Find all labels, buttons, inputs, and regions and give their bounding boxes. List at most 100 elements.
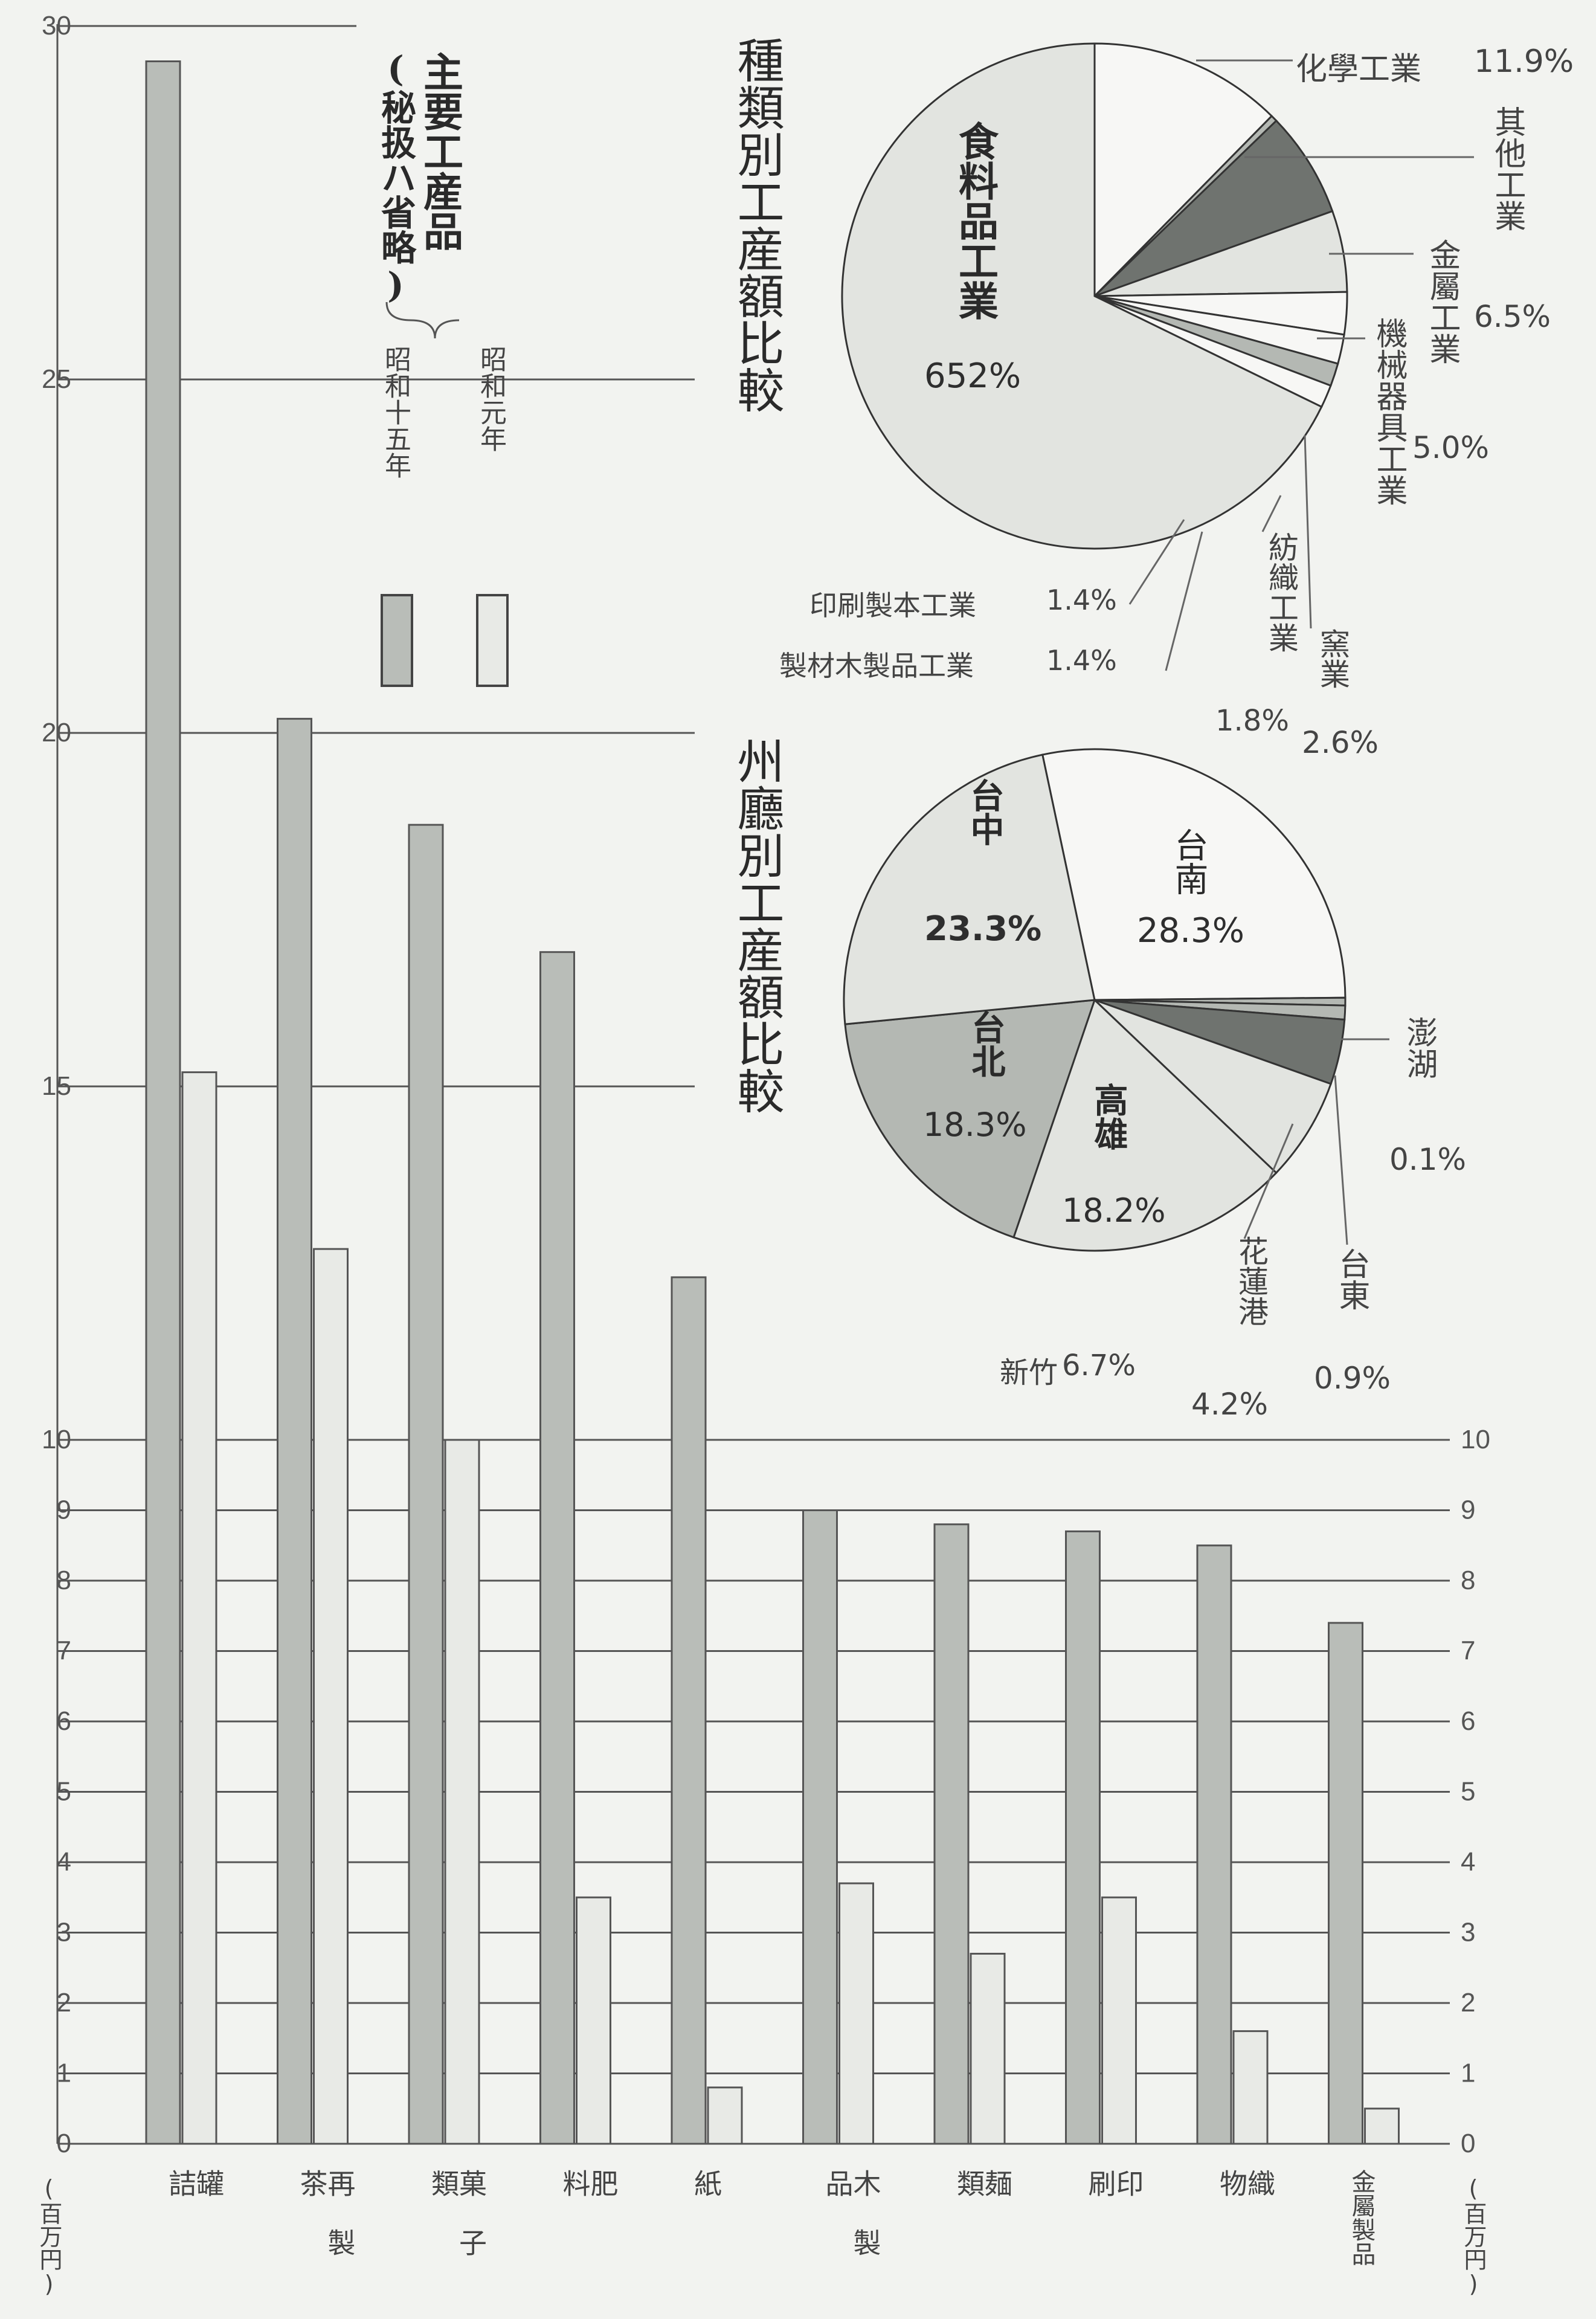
ytick-left-25: 25 — [42, 364, 71, 394]
pie2-value-taipei: 18.3% — [923, 1106, 1027, 1144]
ytick-left-1: 1 — [57, 2059, 71, 2088]
legend-swatch-1940 — [382, 595, 412, 686]
pie2-value-tainan: 28.3% — [1137, 911, 1244, 950]
legend-label-1940: 昭和十五年 — [382, 346, 408, 479]
category-label-罐詰: 罐詰 — [167, 2169, 222, 2319]
pie1-value-food: 652% — [924, 356, 1021, 396]
category-label-織物: 織物 — [1218, 2169, 1273, 2319]
ytick-right-9: 9 — [1461, 1495, 1475, 1525]
bar-印刷-昭和元年 — [1102, 1897, 1136, 2144]
pie2-value-taito: 0.9% — [1314, 1361, 1391, 1396]
unit-right: (百万円) — [1462, 2175, 1485, 2297]
leader-ceramic — [1305, 435, 1311, 628]
pie1-label-food: 食料品工業 — [947, 121, 1005, 320]
category-label-紙: 紙 — [692, 2169, 720, 2263]
ytick-left-0: 0 — [57, 2129, 71, 2158]
bar-木製品-昭和十五年 — [803, 1511, 837, 2144]
ytick-right-5: 5 — [1461, 1777, 1475, 1807]
pie1-label-other: 其他工業 — [1485, 106, 1530, 231]
category-label-金屬製品: 金屬製品 — [1350, 2169, 1374, 2266]
category-label-麺類: 麺類 — [955, 2169, 1011, 2319]
category-label-肥料: 肥料 — [561, 2169, 617, 2319]
pie2-label-tainan: 台南 — [1164, 828, 1213, 895]
category-label-木製品: 木製品 — [824, 2169, 880, 2319]
bar-罐詰-昭和十五年 — [146, 62, 180, 2144]
ytick-left-2: 2 — [57, 1988, 71, 2017]
pie1-value-wood: 1.4% — [1046, 644, 1117, 677]
ytick-left-15: 15 — [42, 1071, 71, 1101]
legend-label-1926: 昭和元年 — [477, 346, 504, 452]
pie2-label-hoko: 澎湖 — [1397, 1016, 1442, 1079]
pie2-value-hoko: 0.1% — [1389, 1142, 1466, 1177]
pie1-value-print: 1.4% — [1046, 584, 1117, 616]
pie2-label-karenko: 花蓮港 — [1229, 1236, 1273, 1326]
pie1-label-machine: 機械器具工業 — [1366, 317, 1412, 506]
legend-brace — [387, 302, 459, 338]
pie2-label-taito: 台東 — [1329, 1248, 1374, 1311]
ytick-left-9: 9 — [57, 1495, 71, 1525]
ytick-right-8: 8 — [1461, 1566, 1475, 1595]
ytick-left-8: 8 — [57, 1566, 71, 1595]
leader-textile — [1263, 495, 1281, 532]
bar-再製茶-昭和十五年 — [278, 719, 312, 2144]
pie1-value-metal: 6.5% — [1474, 299, 1551, 334]
bar-菓子類-昭和十五年 — [409, 825, 443, 2144]
pie1-label-wood: 製材木製品工業 — [779, 644, 974, 684]
pie2-value-taichung: 23.3% — [924, 909, 1041, 949]
pie1-label-metal: 金屬工業 — [1420, 239, 1465, 364]
leader-taito — [1335, 1076, 1347, 1245]
bar-chart-note: (秘扱ハ省略) — [378, 48, 413, 306]
pie2-label-kaohsiung: 高雄 — [1084, 1083, 1133, 1150]
pie2-label-shinchiku: 新竹 — [1000, 1349, 1058, 1391]
pie1-label-print: 印刷製本工業 — [809, 584, 976, 624]
pie1-label-textile: 紡織工業 — [1260, 532, 1303, 653]
bar-金屬製品-昭和元年 — [1365, 2109, 1399, 2144]
ytick-left-5: 5 — [57, 1777, 71, 1807]
ytick-right-0: 0 — [1461, 2129, 1475, 2158]
ytick-left-3: 3 — [57, 1918, 71, 1947]
leader-wood — [1166, 532, 1202, 671]
bar-chart-title: 主要工産品 — [420, 51, 460, 251]
pie2-label-taichung: 台中 — [960, 778, 1009, 846]
bar-金屬製品-昭和十五年 — [1329, 1623, 1363, 2144]
ytick-left-6: 6 — [57, 1706, 71, 1736]
pie2-value-karenko: 4.2% — [1191, 1387, 1268, 1422]
pie2-label-taipei: 台北 — [962, 1010, 1011, 1078]
pie1-label-ceramic: 窯業 — [1311, 628, 1354, 689]
pie1-title: 種類別工産額比較 — [732, 36, 780, 413]
ytick-right-3: 3 — [1461, 1918, 1475, 1947]
ytick-right-10: 10 — [1461, 1425, 1490, 1454]
pie2-value-kaohsiung: 18.2% — [1062, 1192, 1166, 1230]
ytick-right-6: 6 — [1461, 1706, 1475, 1736]
bar-肥料-昭和元年 — [577, 1897, 611, 2144]
category-label-再製茶: 再製茶 — [298, 2169, 354, 2319]
pie-industry-type — [842, 44, 1347, 549]
legend-swatch-1926 — [477, 595, 507, 686]
pie1-value-chem: 11.9% — [1474, 44, 1574, 80]
pie1-value-ceramic: 2.6% — [1302, 725, 1379, 760]
category-label-菓子類: 菓子類 — [430, 2169, 485, 2319]
bar-紙-昭和元年 — [708, 2088, 742, 2144]
ytick-left-4: 4 — [57, 1847, 71, 1877]
pie1-value-textile: 1.8% — [1215, 704, 1289, 738]
bar-罐詰-昭和元年 — [182, 1072, 216, 2144]
bar-印刷-昭和十五年 — [1066, 1531, 1100, 2144]
bar-紙-昭和十五年 — [672, 1277, 706, 2144]
ytick-left-10: 10 — [42, 1425, 71, 1454]
ytick-left-7: 7 — [57, 1636, 71, 1666]
bar-麺類-昭和十五年 — [935, 1524, 968, 2144]
bar-肥料-昭和十五年 — [541, 952, 574, 2144]
ytick-right-2: 2 — [1461, 1988, 1475, 2017]
unit-left: (百万円) — [37, 2175, 60, 2297]
bar-菓子類-昭和元年 — [445, 1440, 479, 2144]
pie1-label-chem: 化學工業 — [1296, 44, 1421, 89]
category-label-印刷: 印刷 — [1087, 2169, 1142, 2319]
ytick-left-30: 30 — [42, 11, 71, 40]
ytick-left-20: 20 — [42, 718, 71, 747]
pie1-value-machine: 5.0% — [1412, 430, 1489, 465]
bar-織物-昭和元年 — [1234, 2031, 1267, 2144]
ytick-right-4: 4 — [1461, 1847, 1475, 1877]
bar-再製茶-昭和元年 — [314, 1249, 348, 2144]
pie2-title: 州廳別工産額比較 — [732, 737, 780, 1114]
